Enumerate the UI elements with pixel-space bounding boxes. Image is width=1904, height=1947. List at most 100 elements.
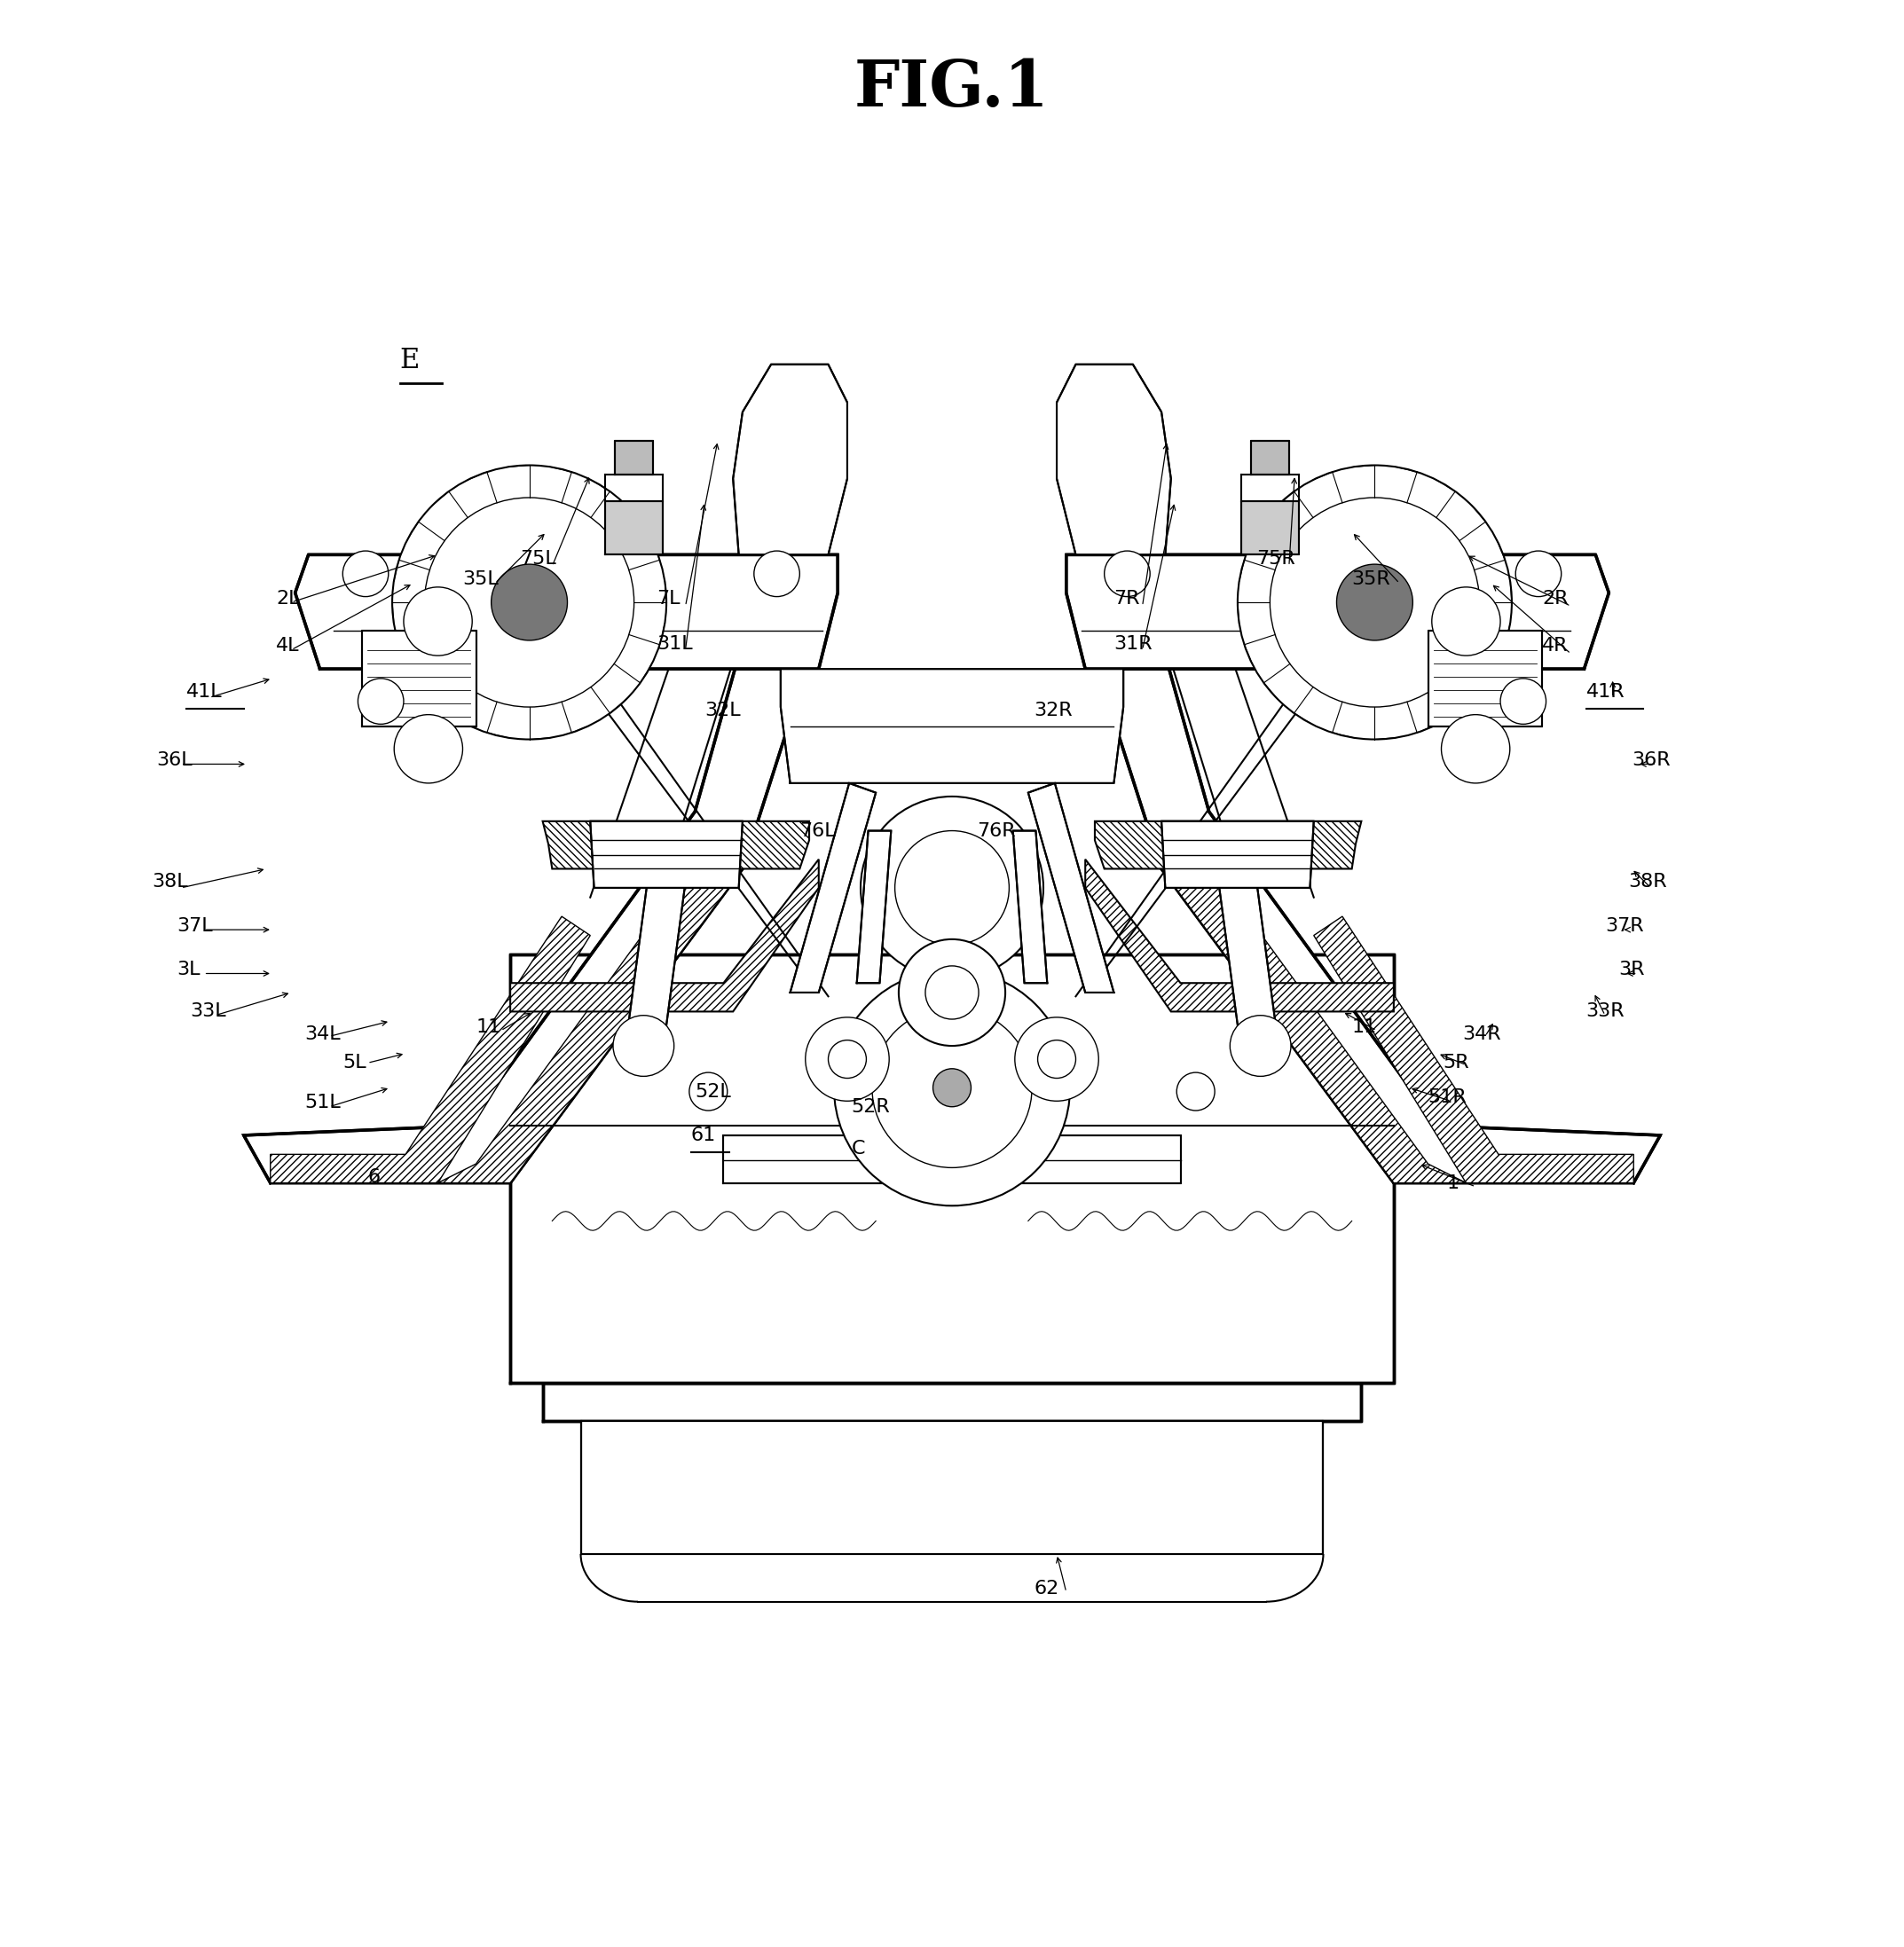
Text: 32R: 32R (1034, 703, 1072, 720)
Polygon shape (1013, 831, 1047, 983)
Polygon shape (790, 783, 876, 993)
Polygon shape (1085, 574, 1660, 1184)
Text: 34R: 34R (1462, 1026, 1500, 1044)
Text: 33L: 33L (190, 1003, 227, 1020)
Circle shape (834, 970, 1070, 1205)
Text: 5R: 5R (1443, 1053, 1470, 1073)
Text: 37L: 37L (177, 917, 213, 935)
Text: 35R: 35R (1352, 570, 1390, 588)
Text: 31L: 31L (657, 635, 693, 652)
Text: 1: 1 (1447, 1174, 1460, 1192)
Text: 4R: 4R (1542, 637, 1569, 654)
Polygon shape (1161, 849, 1466, 1184)
Polygon shape (861, 1088, 942, 1155)
Circle shape (1516, 551, 1561, 596)
Text: 76R: 76R (977, 822, 1015, 839)
Text: 41L: 41L (187, 683, 223, 701)
Text: 38L: 38L (152, 874, 188, 892)
Text: 75R: 75R (1257, 549, 1295, 567)
Text: 61: 61 (691, 1127, 716, 1145)
Text: 3R: 3R (1618, 960, 1645, 979)
Polygon shape (1219, 882, 1279, 1053)
Text: 3L: 3L (177, 960, 200, 979)
Text: 36L: 36L (156, 752, 192, 769)
Text: 2R: 2R (1542, 590, 1569, 607)
Polygon shape (733, 364, 847, 555)
Polygon shape (438, 849, 743, 1184)
Polygon shape (615, 440, 653, 475)
Polygon shape (1314, 917, 1634, 1184)
Text: 62: 62 (1034, 1579, 1059, 1597)
Text: 75L: 75L (520, 549, 556, 567)
Circle shape (1441, 715, 1510, 783)
Circle shape (358, 678, 404, 724)
Circle shape (1337, 565, 1413, 641)
Polygon shape (962, 1088, 1043, 1155)
Text: 11: 11 (476, 1018, 501, 1036)
Polygon shape (270, 917, 590, 1184)
Text: 51R: 51R (1428, 1088, 1466, 1106)
Polygon shape (1428, 631, 1542, 726)
Text: 36R: 36R (1632, 752, 1670, 769)
Polygon shape (857, 831, 891, 983)
Polygon shape (543, 822, 809, 868)
Circle shape (1230, 1016, 1291, 1077)
Polygon shape (1095, 822, 1361, 868)
Circle shape (343, 551, 388, 596)
Polygon shape (724, 1135, 1180, 1184)
Polygon shape (1241, 502, 1299, 555)
Text: 52L: 52L (695, 1083, 731, 1100)
Polygon shape (543, 1382, 1361, 1421)
Polygon shape (605, 502, 663, 555)
Text: C: C (851, 1139, 864, 1158)
Text: 7L: 7L (657, 590, 680, 607)
Circle shape (1432, 588, 1500, 656)
Circle shape (392, 465, 666, 740)
Text: 35L: 35L (463, 570, 499, 588)
Text: 38R: 38R (1628, 874, 1666, 892)
Circle shape (1500, 678, 1546, 724)
Text: 2L: 2L (276, 590, 299, 607)
Text: 51L: 51L (305, 1094, 341, 1112)
Polygon shape (1028, 783, 1114, 993)
Polygon shape (590, 822, 743, 888)
Polygon shape (781, 670, 1123, 783)
Circle shape (491, 565, 567, 641)
Circle shape (394, 715, 463, 783)
Polygon shape (295, 555, 838, 670)
Polygon shape (244, 574, 819, 1184)
Polygon shape (1057, 364, 1171, 555)
Polygon shape (510, 954, 1394, 1382)
Text: 37R: 37R (1605, 917, 1643, 935)
Text: FIG.1: FIG.1 (855, 56, 1049, 121)
Circle shape (933, 1069, 971, 1106)
Text: E: E (400, 347, 419, 374)
Polygon shape (1161, 822, 1314, 888)
Text: 31R: 31R (1114, 635, 1152, 652)
Text: 34L: 34L (305, 1026, 341, 1044)
Circle shape (613, 1016, 674, 1077)
Circle shape (1104, 551, 1150, 596)
Polygon shape (1085, 859, 1394, 1012)
Circle shape (805, 1016, 889, 1102)
Circle shape (899, 938, 1005, 1046)
Circle shape (1015, 1016, 1099, 1102)
Polygon shape (1251, 440, 1289, 475)
Polygon shape (362, 631, 476, 726)
Circle shape (1238, 465, 1512, 740)
Text: 41R: 41R (1586, 683, 1624, 701)
Text: 76L: 76L (800, 822, 836, 839)
Polygon shape (581, 1421, 1323, 1554)
Polygon shape (625, 882, 685, 1053)
Text: 5L: 5L (343, 1053, 366, 1073)
Text: 4L: 4L (276, 637, 299, 654)
Text: 11: 11 (1352, 1018, 1377, 1036)
Text: 33R: 33R (1586, 1003, 1624, 1020)
Text: 6: 6 (367, 1168, 381, 1186)
Text: 52R: 52R (851, 1098, 889, 1116)
Polygon shape (1066, 555, 1609, 670)
Circle shape (861, 796, 1043, 979)
Circle shape (404, 588, 472, 656)
Circle shape (754, 551, 800, 596)
Text: 32L: 32L (704, 703, 741, 720)
